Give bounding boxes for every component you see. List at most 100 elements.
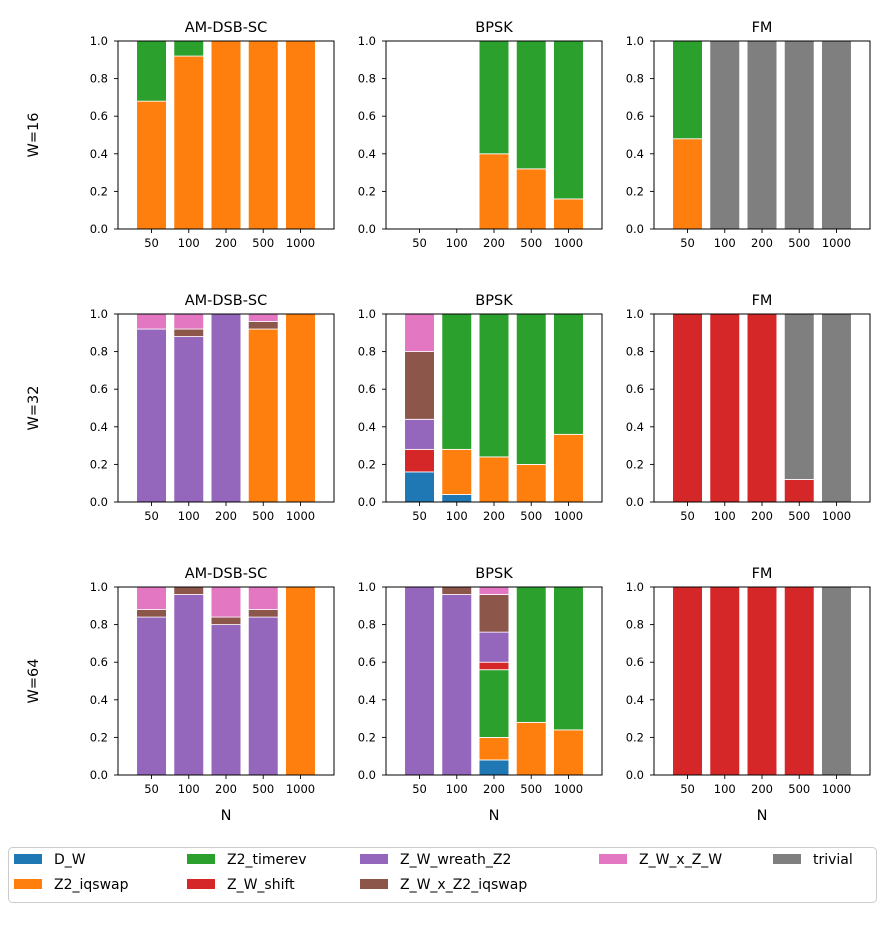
y-tick-label-1.0: 1.0 — [626, 580, 644, 594]
legend-swatch-z_w_shift — [187, 879, 215, 889]
bar-segment-z2_iqswap-500 — [247, 40, 279, 230]
y-tick-label-0.0: 0.0 — [626, 768, 644, 782]
bar-segment-z2_iqswap-1000 — [553, 433, 584, 503]
legend-label-trivial: trivial — [813, 852, 853, 868]
y-tick-label-0.6: 0.6 — [358, 109, 376, 123]
bar-segment-z2_iqswap-200 — [478, 153, 510, 230]
x-tick-label-1000: 1000 — [554, 782, 583, 796]
bar-segment-z_w_shift-200 — [746, 313, 778, 503]
bar-segment-z_w_shift-50 — [672, 313, 703, 503]
y-tick-label-0.2: 0.2 — [90, 730, 108, 744]
y-tick-label-1.0: 1.0 — [626, 34, 644, 48]
bar-segment-z_w_x_z_w-50 — [404, 313, 435, 352]
bar-segment-d_w-50 — [404, 471, 435, 503]
legend-label-z_w_x_z2_iqswap: Z_W_x_Z2_iqswap — [400, 877, 527, 893]
y-tick-label-0.8: 0.8 — [358, 618, 376, 632]
x-tick-label-100: 100 — [714, 782, 736, 796]
bar-segment-z2_iqswap-50 — [672, 138, 703, 230]
x-tick-label-50: 50 — [680, 236, 695, 250]
y-tick-label-0.6: 0.6 — [626, 382, 644, 396]
y-tick-label-0.0: 0.0 — [358, 768, 376, 782]
y-tick-label-0.8: 0.8 — [358, 345, 376, 359]
bar-segment-z_w_x_z2_iqswap-500 — [247, 609, 279, 618]
bar-segment-z2_timerev-1000 — [553, 313, 584, 435]
legend-swatch-z_w_x_z2_iqswap — [360, 879, 388, 889]
bar-segment-z2_iqswap-1000 — [553, 198, 584, 230]
bar-segment-z2_iqswap-1000 — [553, 729, 584, 776]
legend: D_W Z2_timerev Z_W_wreath_Z2 Z_W_x_Z_W trivi… — [8, 847, 877, 903]
bar-segment-z2_iqswap-500 — [515, 721, 547, 776]
bar-segment-z_w_shift-100 — [709, 586, 741, 776]
bar-segment-z_w_shift-50 — [404, 448, 435, 473]
bar-segment-z2_iqswap-100 — [173, 55, 205, 230]
x-tick-label-1000: 1000 — [822, 236, 851, 250]
row-label-w16: W=16 — [26, 113, 42, 158]
subplot-w16-am-dsb-sc: 50 100 200 500 1000 0.0 0.2 0.4 0.6 0.8 1.0 AM-DSB-… — [90, 20, 335, 250]
bar-segment-z2_timerev-100 — [441, 313, 473, 450]
y-tick-label-0.0: 0.0 — [626, 222, 644, 236]
x-tick-label-1000: 1000 — [554, 236, 583, 250]
legend-label-z_w_x_z_w: Z_W_x_Z_W — [639, 852, 722, 868]
x-tick-label-500: 500 — [520, 509, 542, 523]
subplot-title: FM — [752, 566, 773, 582]
x-axis-label: N — [489, 808, 500, 824]
y-tick-label-0.0: 0.0 — [358, 495, 376, 509]
legend-label-z_w_shift: Z_W_shift — [227, 877, 295, 893]
bar-segment-z_w_wreath_z2-200 — [478, 631, 510, 663]
subplot-title: AM-DSB-SC — [185, 20, 268, 36]
x-tick-label-200: 200 — [483, 236, 505, 250]
bar-segment-z2_iqswap-500 — [515, 463, 547, 503]
bar-segment-z2_timerev-50 — [136, 40, 167, 102]
legend-label-z2_iqswap: Z2_iqswap — [54, 877, 129, 893]
x-tick-label-50: 50 — [144, 509, 159, 523]
y-tick-label-0.4: 0.4 — [90, 693, 108, 707]
y-tick-label-1.0: 1.0 — [358, 580, 376, 594]
subplot-title: FM — [752, 20, 773, 36]
x-tick-label-200: 200 — [751, 509, 773, 523]
x-axis-label: N — [221, 808, 232, 824]
bar-segment-d_w-200 — [478, 759, 510, 776]
x-tick-label-50: 50 — [680, 782, 695, 796]
y-tick-label-1.0: 1.0 — [90, 307, 108, 321]
bar-segment-trivial-500 — [783, 40, 815, 230]
bar-segment-z_w_shift-200 — [746, 586, 778, 776]
legend-swatch-trivial — [773, 854, 801, 864]
x-tick-label-500: 500 — [520, 236, 542, 250]
legend-swatch-z_w_x_z_w — [599, 854, 627, 864]
bar-segment-z_w_wreath_z2-200 — [210, 624, 242, 776]
y-tick-label-0.8: 0.8 — [358, 72, 376, 86]
y-tick-label-0.6: 0.6 — [90, 382, 108, 396]
y-tick-label-0.4: 0.4 — [626, 420, 644, 434]
bar-segment-z_w_shift-500 — [783, 479, 815, 503]
y-tick-label-1.0: 1.0 — [358, 34, 376, 48]
x-tick-label-500: 500 — [252, 782, 274, 796]
legend-swatch-z2_timerev — [187, 854, 215, 864]
bar-segment-z2_timerev-500 — [515, 586, 547, 723]
bar-segment-z_w_shift-500 — [783, 586, 815, 776]
bar-segment-z_w_x_z2_iqswap-100 — [441, 586, 473, 595]
subplot-w64-bpsk: 50 100 200 500 1000 0.0 0.2 0.4 0.6 0.8 1.0 BPSK N — [358, 566, 603, 824]
legend-swatch-z_w_wreath_z2 — [360, 854, 388, 864]
bar-segment-z_w_x_z2_iqswap-200 — [478, 594, 510, 633]
bar-segment-z_w_wreath_z2-50 — [404, 418, 435, 450]
x-tick-label-100: 100 — [446, 782, 468, 796]
bar-segment-z_w_wreath_z2-200 — [210, 313, 242, 503]
bar-segment-z_w_x_z_w-100 — [173, 313, 205, 330]
bar-segment-z_w_x_z2_iqswap-500 — [247, 321, 279, 330]
bar-segment-z2_timerev-200 — [478, 669, 510, 738]
y-tick-label-0.2: 0.2 — [90, 457, 108, 471]
x-tick-label-100: 100 — [714, 509, 736, 523]
legend-label-d_w: D_W — [54, 852, 86, 868]
bar-segment-z2_timerev-1000 — [553, 40, 584, 200]
bar-segment-z_w_x_z_w-200 — [210, 586, 242, 618]
y-tick-label-0.6: 0.6 — [626, 655, 644, 669]
bar-segment-z2_iqswap-1000 — [285, 40, 316, 230]
bar-segment-z_w_x_z_w-500 — [247, 313, 279, 322]
y-tick-label-0.2: 0.2 — [358, 184, 376, 198]
y-tick-label-0.4: 0.4 — [626, 147, 644, 161]
x-tick-label-500: 500 — [252, 236, 274, 250]
bar-segment-z_w_x_z_w-200 — [478, 586, 510, 595]
x-tick-label-100: 100 — [178, 509, 200, 523]
legend-swatch-z2_iqswap — [14, 879, 42, 889]
bar-segment-z2_iqswap-50 — [136, 100, 167, 230]
